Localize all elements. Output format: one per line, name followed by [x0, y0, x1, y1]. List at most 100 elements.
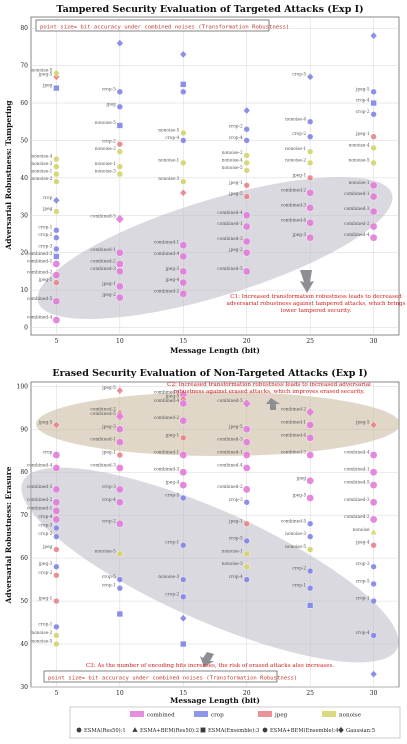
top-note-box: point size= bit accuracy under combined … — [35, 19, 289, 32]
top-point-label: combined-2 — [90, 259, 116, 264]
top-point-combined — [52, 260, 61, 268]
bottom-y-tick-label: 30 — [20, 684, 28, 691]
bottom-annotation-top-text: C2: Increased transformation robustness … — [167, 382, 371, 395]
top-point-label: crop-2 — [229, 125, 243, 130]
bottom-point-label: jpeg-4 — [355, 541, 370, 546]
top-point-label: combined-5 — [217, 267, 243, 272]
top-point-combined — [242, 267, 251, 276]
bottom-point-crop — [180, 576, 187, 583]
bottom-point-label: crop-3 — [38, 524, 52, 529]
top-point-label: nonoise-2 — [31, 177, 52, 182]
bottom-annotation-arrow-top — [266, 398, 280, 410]
bottom-x-tick-label: 25 — [306, 690, 314, 697]
top-x-tick-label: 10 — [116, 338, 124, 345]
legend-marker-label: ESMA(Res50):1 — [84, 727, 126, 734]
bottom-point-label: combined-2 — [217, 485, 243, 490]
top-point-label: combined-4 — [154, 252, 180, 257]
bottom-point-label: jpeg-5 — [101, 386, 116, 391]
bottom-point-label: crop-2 — [38, 532, 52, 537]
top-x-tick-label: 30 — [370, 338, 378, 345]
top-point-label: crop-2 — [38, 233, 52, 238]
bottom-data-points: jpeg-5 crop combined-4 combined-3 combined-2… — [27, 386, 378, 679]
top-point-label: combined-3 — [344, 207, 370, 212]
top-x-tick-labels: 5 10 15 20 25 30 — [54, 338, 377, 345]
top-point-jpeg — [370, 133, 377, 140]
top-point-label: nonoise-3 — [95, 170, 116, 175]
top-point-nonoise — [370, 144, 377, 152]
bottom-point-combined — [115, 411, 125, 422]
bottom-point-label: jpeg-5 — [228, 425, 243, 430]
top-annotation-arrow — [300, 270, 314, 293]
bottom-annotation-bottom-text: C3: As the number of encoding bits incre… — [86, 663, 335, 669]
top-point-label: crop-4 — [356, 99, 370, 104]
top-point-label: nonoise-1 — [158, 158, 179, 163]
bottom-point-crop — [370, 597, 377, 605]
top-annotation-text: C1: Increased transformation robustness … — [227, 294, 406, 314]
top-point-label: crop-3 — [38, 244, 52, 249]
bottom-point-label: combined-2 — [90, 408, 116, 413]
bottom-point-label: combined-4 — [344, 451, 370, 456]
top-point-label: combined-2 — [344, 222, 370, 227]
bottom-point-crop — [243, 499, 250, 506]
top-x-tick-label: 5 — [54, 338, 58, 345]
top-point-combined — [369, 222, 378, 231]
bottom-point-label: crop-2 — [165, 592, 179, 597]
bottom-point-crop — [370, 632, 377, 639]
bottom-x-tick-labels: 5 10 15 20 25 30 — [54, 690, 377, 697]
bottom-point-nonoise — [53, 640, 60, 648]
top-point-nonoise — [53, 171, 60, 178]
legend-label-nonoise: nonoise — [339, 713, 362, 719]
legend-marker-circle — [76, 727, 82, 733]
top-point-crop — [53, 84, 60, 92]
bottom-point-label: crop-2 — [38, 571, 52, 576]
top-point-combined — [306, 189, 314, 197]
bottom-note-box: point size= bit accuracy under combined … — [43, 670, 297, 683]
top-y-tick-label: 70 — [20, 63, 28, 70]
bottom-point-label: combined-3 — [344, 498, 370, 503]
top-point-label: nonoise-5 — [222, 166, 243, 171]
top-point-crop — [179, 50, 187, 59]
bottom-point-crop — [116, 585, 123, 592]
top-point-label: nonoise-1 — [285, 147, 306, 152]
bottom-point-combined — [242, 451, 251, 459]
top-point-crop — [116, 103, 123, 110]
bottom-point-label: combined-1 — [344, 468, 370, 473]
top-point-crop — [370, 111, 377, 118]
bottom-point-combined — [179, 416, 188, 425]
bottom-point-label: jpeg-5 — [38, 420, 53, 425]
top-point-nonoise — [116, 163, 123, 170]
bottom-point-label: nonoise-3 — [285, 532, 306, 537]
bottom-point-crop — [180, 640, 187, 648]
legend-swatch-nonoise — [322, 711, 336, 717]
top-point-label: jpeg-5 — [38, 72, 53, 77]
bottom-point-label: jpeg — [42, 545, 53, 550]
legend-label-crop: crop — [211, 713, 224, 719]
top-point-jpeg — [243, 182, 250, 189]
top-point-combined — [242, 237, 251, 246]
bottom-point-crop — [53, 533, 60, 540]
bottom-point-label: combined-4 — [27, 463, 53, 468]
bottom-point-label: combined-3 — [281, 451, 307, 456]
bottom-point-label: nonoise-5 — [31, 640, 52, 645]
bottom-point-label: jpeg-3 — [38, 562, 53, 567]
bottom-point-label: jpeg-1 — [228, 519, 243, 524]
legend-marker-triangle — [131, 726, 139, 733]
top-point-label: jpeg-3 — [165, 267, 180, 272]
bottom-point-label: combined-5 — [154, 390, 180, 395]
top-point-label: jpeg-1 — [101, 282, 116, 287]
top-point-combined — [369, 181, 378, 190]
bottom-point-crop — [53, 623, 60, 630]
legend-swatch-combined — [130, 711, 144, 717]
top-point-combined — [116, 282, 124, 291]
legend-marker-square — [200, 727, 206, 733]
bottom-point-crop — [180, 542, 187, 549]
top-y-tick-label: 0 — [24, 325, 28, 332]
bottom-x-axis-label: Message Length (bit) — [170, 696, 260, 705]
top-point-label: jpeg-1 — [355, 132, 370, 137]
bottom-point-label: jpeg-1 — [38, 597, 53, 602]
top-point-combined — [116, 260, 124, 268]
bottom-point-combined — [306, 494, 314, 502]
top-point-nonoise — [53, 163, 60, 170]
legend-series-row: combined crop jpeg nonoise — [130, 711, 362, 719]
top-point-combined — [52, 271, 61, 279]
